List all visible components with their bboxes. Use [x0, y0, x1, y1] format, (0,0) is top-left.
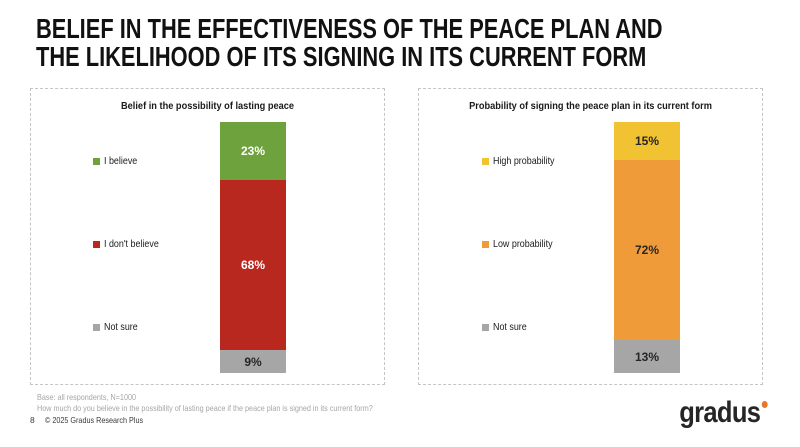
bar-segment-label: 68% — [240, 258, 266, 273]
legend-swatch-icon — [93, 157, 100, 165]
legend-label: I don't believe — [104, 238, 159, 250]
page-number: 8 — [30, 415, 35, 425]
legend-item: Not sure — [93, 321, 144, 333]
bar-segment-label: 15% — [634, 133, 660, 148]
bar-segment-label: 13% — [634, 349, 660, 364]
legend-label: High probability — [493, 155, 555, 167]
legend-label: I believe — [104, 155, 138, 167]
legend-item: I believe — [93, 155, 143, 167]
bar-segment-label: 72% — [634, 243, 660, 257]
bar-segment: 23% — [220, 122, 286, 180]
stacked-bar-signing: 15% 72% 13% — [614, 122, 680, 373]
bar-segment-label: 9% — [244, 354, 262, 369]
chart-title-belief: Belief in the possibility of lasting pea… — [120, 100, 295, 112]
stacked-bar-belief: 23% 68% 9% — [220, 122, 286, 373]
slide-title-line2: THE LIKELIHOOD OF ITS SIGNING IN ITS CUR… — [36, 41, 647, 72]
footer-base-note-text: Base: all respondents, N=1000 — [37, 392, 137, 402]
legend-item: Not sure — [482, 321, 533, 333]
footer-question-text: How much do you believe in the possibili… — [37, 403, 373, 413]
legend-swatch-icon — [93, 240, 100, 248]
gradus-logo: gradus — [679, 396, 768, 429]
bar-segment: 9% — [220, 350, 286, 373]
legend-swatch-icon — [482, 323, 489, 331]
legend-item: High probability — [482, 155, 565, 167]
legend-swatch-icon — [482, 157, 489, 165]
chart-panel-signing: Probability of signing the peace plan in… — [418, 88, 763, 385]
legend-label: Low probability — [493, 238, 553, 250]
bar-segment-label: 23% — [240, 143, 266, 158]
chart-title-signing: Probability of signing the peace plan in… — [469, 100, 712, 112]
bar-segment: 15% — [614, 122, 680, 160]
legend-swatch-icon — [93, 323, 100, 331]
legend-label: Not sure — [493, 321, 527, 333]
footer-question: How much do you believe in the possibili… — [37, 403, 432, 413]
legend-item: I don't believe — [93, 238, 168, 250]
logo-dot-icon — [761, 401, 768, 408]
legend-item: Low probability — [482, 238, 563, 250]
bar-segment: 68% — [220, 179, 286, 351]
bar-segment: 72% — [614, 159, 680, 341]
chart-panel-belief: Belief in the possibility of lasting pea… — [30, 88, 385, 385]
footer-base-note: Base: all respondents, N=1000 — [37, 392, 153, 402]
slide-title: BELIEF IN THE EFFECTIVENESS OF THE PEACE… — [36, 15, 663, 71]
slide-title-line1: BELIEF IN THE EFFECTIVENESS OF THE PEACE… — [36, 13, 663, 44]
copyright: © 2025 Gradus Research Plus — [44, 415, 143, 425]
footer-pageline: 8 © 2025 Gradus Research Plus — [30, 415, 160, 425]
legend-label: Not sure — [104, 321, 138, 333]
gradus-logo-text: gradus — [679, 396, 761, 429]
legend-swatch-icon — [482, 240, 489, 248]
bar-segment: 13% — [614, 340, 680, 373]
